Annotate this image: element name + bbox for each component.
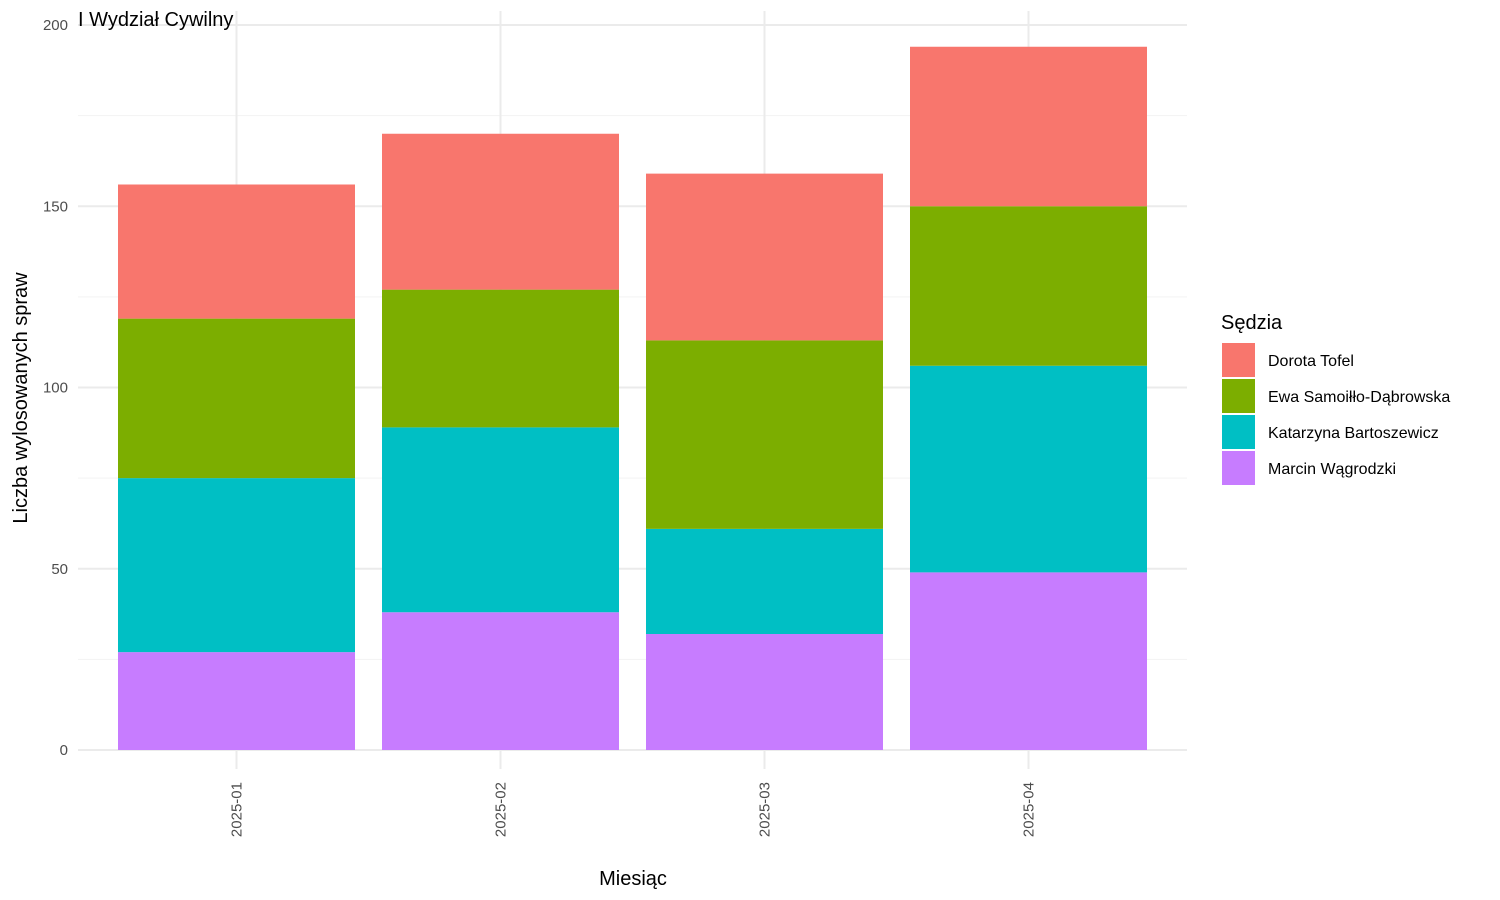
bar-segment: [910, 365, 1147, 573]
y-tick-label: 0: [60, 742, 68, 759]
legend-label: Katarzyna Bartoszewicz: [1268, 425, 1439, 442]
legend-key: [1222, 451, 1255, 485]
bar-segment: [382, 427, 619, 613]
legend-key: [1222, 379, 1255, 413]
x-tick-label: 2025-02: [493, 782, 510, 837]
x-tick-label: 2025-01: [229, 782, 246, 837]
x-tick-label: 2025-03: [757, 782, 774, 837]
legend-key: [1222, 415, 1255, 449]
bar-segment: [646, 173, 883, 341]
bar-segment: [118, 478, 355, 653]
legend-label: Ewa Samoiłło-Dąbrowska: [1268, 389, 1450, 406]
legend: Sędzia Dorota Tofel Ewa Samoiłło-Dąbrowsk…: [1221, 312, 1450, 485]
y-tick-label: 50: [51, 561, 68, 578]
bar-segment: [118, 318, 355, 479]
y-tick-label: 150: [43, 198, 68, 215]
legend-title: Sędzia: [1221, 312, 1283, 334]
bar-segment: [382, 133, 619, 290]
y-tick-label: 200: [43, 17, 68, 34]
bar-segment: [910, 46, 1147, 207]
bar-segment: [382, 289, 619, 428]
bar-segment: [118, 184, 355, 319]
bar-segment: [910, 572, 1147, 750]
y-tick-label: 100: [43, 380, 68, 397]
y-axis-ticks: 0 50 100 150 200: [43, 17, 68, 759]
y-axis-title: Liczba wylosowanych spraw: [10, 272, 32, 524]
x-axis-title: Miesiąc: [599, 868, 667, 890]
x-tick-label: 2025-04: [1021, 782, 1038, 837]
chart-title: I Wydział Cywilny: [78, 9, 233, 31]
bar-segment: [118, 652, 355, 750]
bar-segment: [382, 612, 619, 750]
legend-label: Marcin Wągrodzki: [1268, 461, 1396, 478]
bar-segment: [646, 340, 883, 529]
x-axis-ticks: 2025-01 2025-02 2025-03 2025-04: [229, 782, 1038, 837]
legend-label: Dorota Tofel: [1268, 353, 1354, 370]
bars: [118, 46, 1147, 750]
bar-segment: [646, 634, 883, 750]
bar-segment: [646, 528, 883, 634]
bar-segment: [910, 206, 1147, 366]
legend-key: [1222, 343, 1255, 377]
